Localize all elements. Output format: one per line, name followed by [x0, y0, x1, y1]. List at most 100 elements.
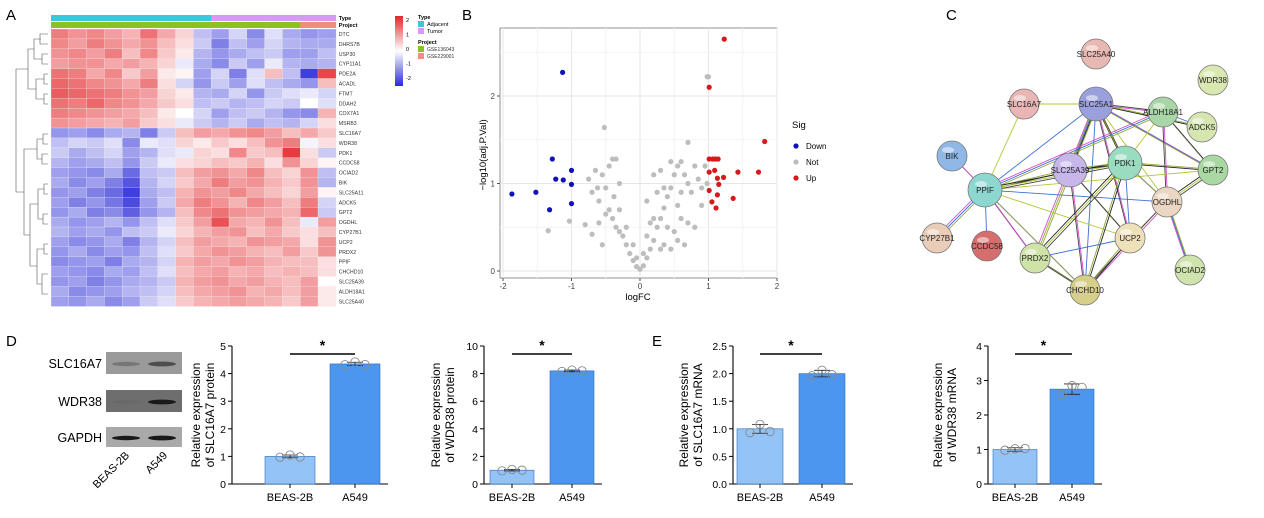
y-axis-label: Relative expression: [189, 363, 203, 468]
heatmap-cell: [50, 216, 70, 228]
point-not: [640, 250, 647, 257]
heatmap-cell: [300, 216, 319, 228]
y-tick-label: 2.0: [712, 369, 727, 381]
node-highlight: [1120, 229, 1132, 235]
heatmap-cell: [104, 38, 123, 50]
heatmap-cell: [68, 207, 88, 218]
heatmap-cell: [193, 187, 212, 198]
heatmap-cell: [246, 286, 266, 297]
x-tick-label: A549: [809, 492, 835, 504]
heatmap-cell: [228, 137, 248, 149]
project-annotation-cell: [51, 22, 70, 28]
heatmap-cell: [246, 147, 266, 159]
heatmap-cell: [317, 117, 337, 129]
heatmap-cell: [157, 117, 177, 129]
blot-band: [112, 399, 140, 405]
legend-label: Adjacent: [427, 22, 449, 28]
y-tick-label: 5: [220, 341, 226, 353]
heatmap-cell: [139, 137, 159, 149]
heatmap-cell: [175, 38, 194, 50]
type-annotation-cell: [122, 15, 141, 21]
heatmap-cell: [246, 68, 266, 79]
node-label: OGDHL: [1153, 198, 1182, 207]
heatmap-cell: [264, 256, 283, 268]
heatmap-cell: [246, 28, 266, 40]
heatmap-cell: [157, 216, 177, 228]
heatmap-cell: [246, 108, 266, 119]
heatmap-cell: [264, 28, 283, 40]
heatmap-cell: [211, 108, 230, 119]
node-highlight: [1086, 45, 1098, 51]
replicate-point: [577, 366, 587, 376]
heatmap-cell: [193, 246, 212, 258]
heatmap-cell: [300, 296, 319, 307]
heatmap-cell: [264, 197, 283, 208]
edge: [1097, 105, 1215, 172]
heatmap-cell: [317, 48, 337, 60]
heatmap-cell: [228, 256, 248, 268]
heatmap-cell: [317, 236, 337, 248]
heatmap-cell: [139, 167, 159, 178]
heatmap-cell: [228, 177, 248, 188]
heatmap-cell: [86, 286, 105, 297]
gene-label: UCP2: [339, 240, 353, 246]
heatmap-cell: [282, 207, 301, 218]
gene-label: ALDH18A1: [339, 289, 365, 295]
point-not: [678, 215, 684, 222]
heatmap-cell: [104, 48, 123, 60]
heatmap-cell: [264, 266, 283, 277]
edge: [1085, 163, 1127, 291]
y-tick-label: 1.0: [712, 424, 727, 436]
heatmap-cell: [282, 197, 301, 208]
type-annotation-cell: [318, 15, 337, 21]
heatmap-cell: [228, 38, 248, 50]
heatmap-cell: [211, 137, 230, 149]
heatmap-cell: [193, 28, 212, 40]
heatmap-cell: [282, 216, 301, 228]
gene-label: DDAH2: [339, 101, 357, 107]
heatmap-cell: [246, 207, 266, 218]
heatmap-cell: [228, 28, 248, 40]
type-annotation-cell: [104, 15, 123, 21]
heatmap-cell: [157, 38, 177, 50]
bar-beas-2b: [489, 469, 535, 485]
y-tick-label: 3: [976, 376, 982, 388]
node-pdk1: [1107, 145, 1143, 181]
y-tick-label: 10: [466, 341, 478, 353]
heatmap-cell: [228, 98, 248, 109]
heatmap-cell: [86, 157, 105, 169]
node-highlight: [1157, 193, 1169, 199]
heatmap-cell: [264, 117, 283, 129]
heatmap-cell: [122, 246, 141, 258]
heatmap-cell: [104, 197, 123, 208]
heatmap-cell: [211, 286, 230, 297]
replicate-point: [497, 466, 507, 476]
heatmap-cell: [193, 266, 212, 277]
heatmap-cell: [175, 68, 194, 79]
point-not: [592, 167, 599, 173]
y-tick-label: 6: [472, 396, 478, 408]
point-not: [623, 224, 629, 230]
edge: [1068, 169, 1085, 290]
color-scale-bar: [395, 16, 403, 86]
heatmap-cell: [122, 266, 141, 277]
heatmap-cell: [86, 108, 105, 119]
gene-label: PRDX2: [339, 250, 356, 256]
heatmap-cell: [264, 147, 283, 159]
heatmap-cell: [264, 226, 283, 238]
point-not: [699, 202, 705, 208]
x-tick-label: BEAS-2B: [992, 492, 1038, 504]
point-not: [664, 224, 671, 230]
project-annotation-cell: [157, 22, 176, 28]
project-annotation-cell: [104, 22, 123, 28]
heatmap-cell: [175, 117, 194, 129]
heatmap-cell: [193, 98, 212, 109]
point-not: [633, 255, 640, 261]
heatmap-cell: [50, 266, 70, 277]
replicate-point: [517, 465, 527, 475]
edge: [986, 191, 1087, 292]
gene-label: CCDC58: [339, 161, 360, 167]
type-annotation-cell: [264, 15, 283, 21]
heatmap-cell: [68, 108, 88, 119]
legend-marker: [793, 143, 799, 149]
